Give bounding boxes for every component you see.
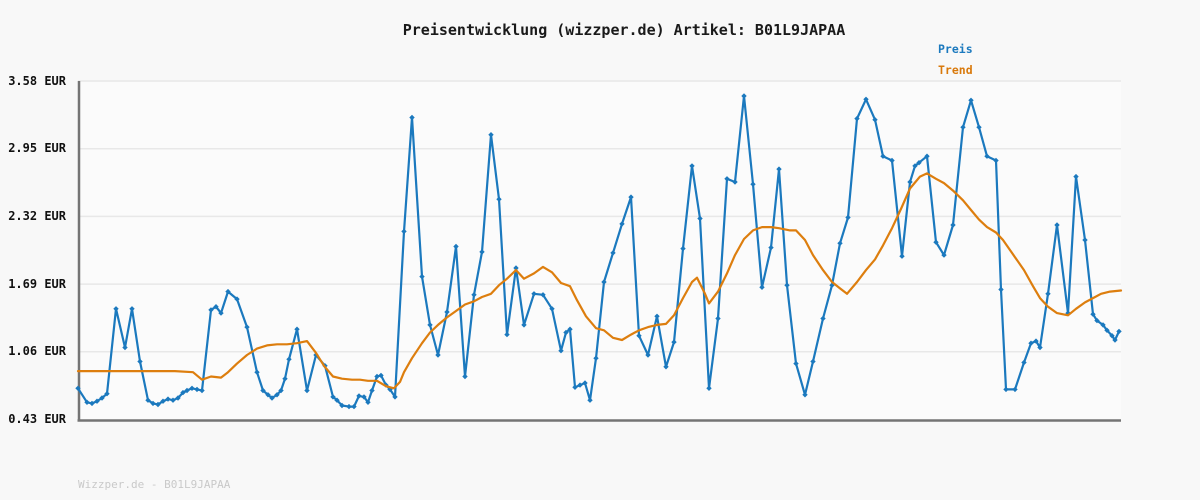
- legend-item-trend: Trend: [938, 63, 973, 77]
- y-tick-label: 2.32 EUR: [8, 209, 66, 223]
- plot-area: [79, 81, 1121, 420]
- chart-title: Preisentwicklung (wizzper.de) Artikel: B…: [402, 21, 846, 39]
- y-tick-label: 2.95 EUR: [8, 141, 66, 155]
- y-tick-label: 0.43 EUR: [8, 412, 66, 426]
- legend-item-preis: Preis: [938, 42, 973, 56]
- y-tick-label: 1.06 EUR: [8, 344, 66, 358]
- y-tick-label: 1.69 EUR: [8, 277, 66, 291]
- series-markers-preis: [75, 93, 1122, 410]
- y-tick-label: 3.58 EUR: [8, 74, 66, 88]
- series-line-trend: [76, 172, 1123, 390]
- series-line-preis: [76, 94, 1121, 408]
- legend: Preis Trend: [938, 39, 973, 81]
- watermark-text: Wizzper.de - B01L9JAPAA: [78, 478, 231, 491]
